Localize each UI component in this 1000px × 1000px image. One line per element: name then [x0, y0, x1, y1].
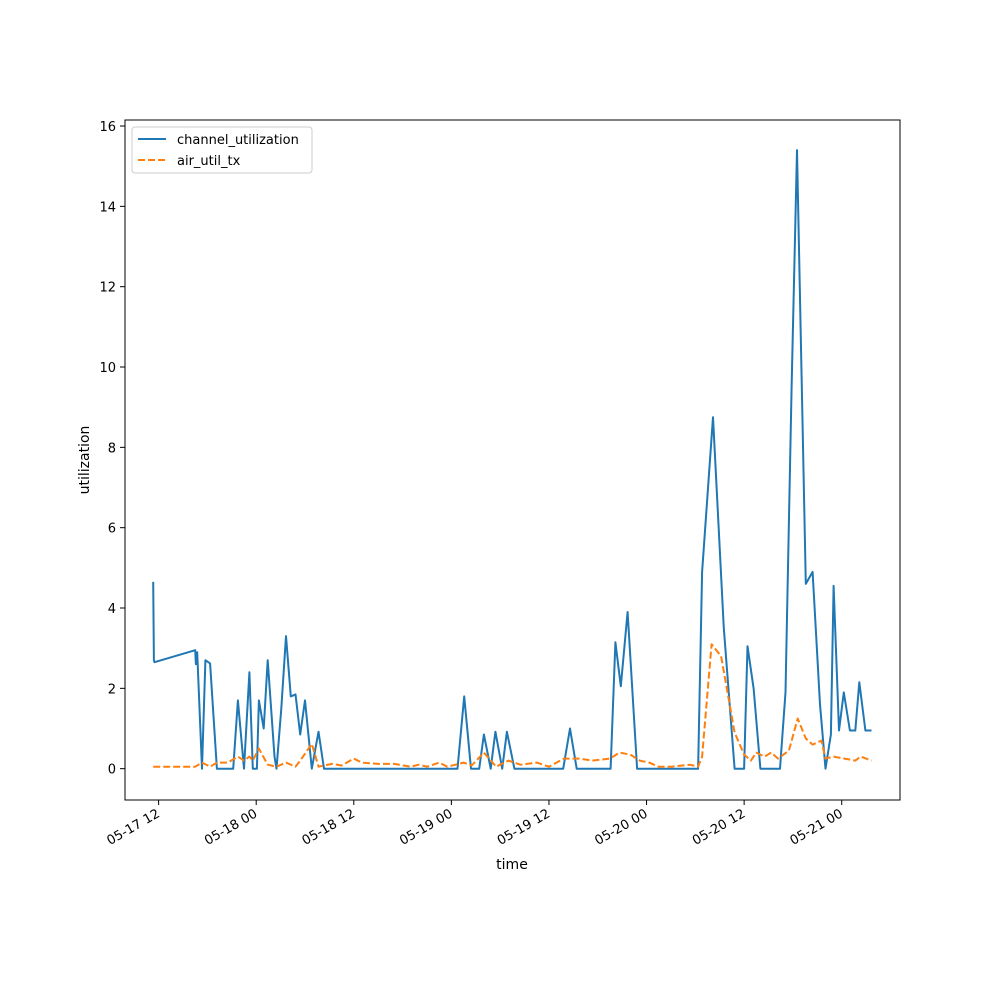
plot-area [125, 120, 900, 800]
legend-label-air-util-tx: air_util_tx [177, 154, 241, 169]
series-layer [152, 149, 872, 770]
x-tick-label: 05-18 12 [300, 806, 358, 848]
x-axis-ticks: 05-17 12 05-18 00 05-18 12 05-19 00 05-19 12… [104, 800, 846, 849]
series-line-air-util-tx [153, 643, 872, 768]
y-tick-label: 12 [99, 281, 116, 296]
y-tick-label: 4 [108, 602, 116, 617]
legend-label-channel-utilization: channel_utilization [177, 133, 299, 148]
legend-box [131, 126, 313, 174]
y-tick-label: 16 [99, 120, 116, 135]
x-tick-label: 05-20 12 [690, 806, 748, 848]
x-tick-label: 05-18 00 [202, 806, 260, 848]
x-axis-title: time [496, 857, 528, 873]
y-tick-label: 14 [99, 200, 116, 215]
x-tick-label: 05-19 00 [397, 806, 455, 848]
x-tick-label: 05-21 00 [788, 806, 846, 848]
y-tick-label: 6 [108, 522, 116, 537]
legend: channel_utilization air_util_tx [131, 126, 313, 174]
x-tick-label: 05-19 12 [495, 806, 553, 848]
y-tick-label: 8 [108, 441, 116, 456]
y-tick-label: 2 [108, 682, 116, 697]
x-tick-label: 05-17 12 [104, 806, 162, 848]
plot-frame [124, 119, 901, 801]
series-line-channel-utilization [152, 149, 872, 770]
x-tick-label: 05-20 00 [592, 806, 650, 848]
y-tick-label: 10 [99, 361, 116, 376]
y-axis-ticks: 0 2 4 6 8 10 12 14 16 [99, 120, 125, 778]
y-tick-label: 0 [108, 763, 116, 778]
y-axis-title: utilization [77, 426, 93, 495]
